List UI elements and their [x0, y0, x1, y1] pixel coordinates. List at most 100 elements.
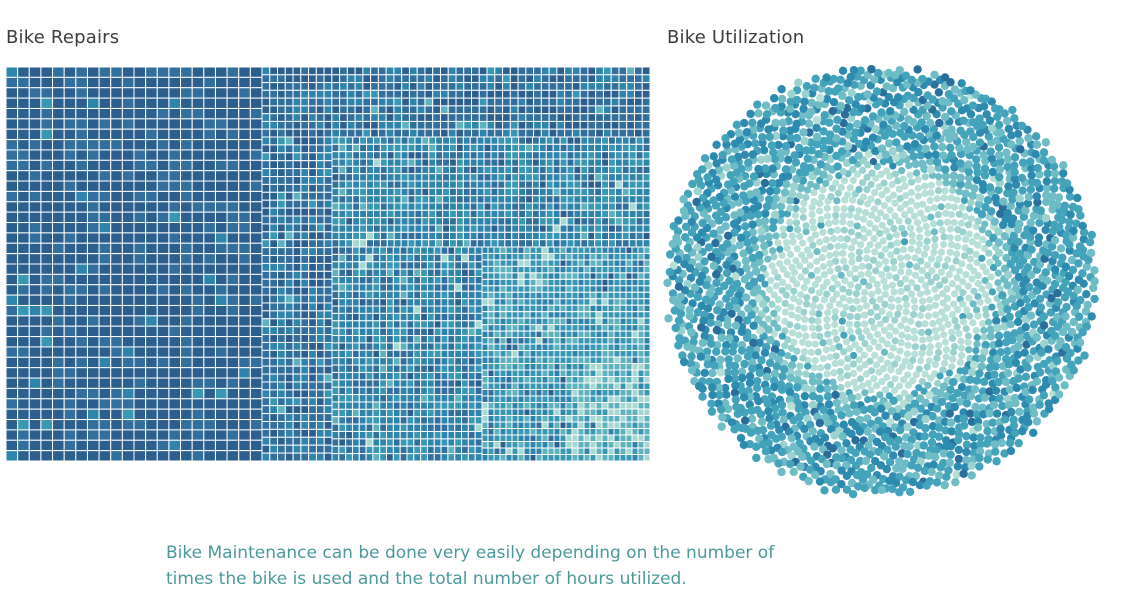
treemap-cell[interactable] [393, 217, 402, 226]
utilization-dot[interactable] [872, 303, 880, 311]
treemap-cell[interactable] [435, 209, 444, 219]
treemap-cell[interactable] [580, 217, 589, 226]
treemap-cell[interactable] [428, 180, 437, 189]
treemap-cell[interactable] [462, 180, 471, 189]
utilization-dot[interactable] [906, 224, 915, 232]
treemap-cell[interactable] [517, 113, 527, 122]
treemap-cell[interactable] [474, 394, 483, 403]
treemap-cell[interactable] [414, 158, 423, 167]
treemap-cell[interactable] [323, 452, 333, 461]
treemap-cell[interactable] [372, 231, 381, 241]
treemap-cell[interactable] [331, 97, 341, 107]
treemap-cell[interactable] [372, 151, 381, 160]
treemap-cell[interactable] [365, 320, 374, 329]
treemap-cell[interactable] [110, 170, 123, 182]
treemap-cell[interactable] [40, 139, 54, 151]
utilization-dot[interactable] [942, 353, 950, 361]
treemap-cell[interactable] [541, 291, 549, 300]
treemap-cell[interactable] [447, 423, 456, 432]
utilization-dot[interactable] [956, 180, 965, 189]
utilization-dot[interactable] [948, 264, 956, 272]
treemap-cell[interactable] [621, 143, 630, 153]
treemap-cell[interactable] [372, 349, 381, 359]
utilization-dot[interactable] [749, 235, 759, 245]
treemap-cell[interactable] [595, 285, 603, 293]
treemap-cell[interactable] [490, 173, 499, 182]
treemap-cell[interactable] [439, 120, 449, 130]
utilization-dot[interactable] [768, 223, 778, 233]
treemap-cell[interactable] [625, 304, 633, 313]
treemap-cell[interactable] [351, 268, 360, 278]
treemap-cell[interactable] [607, 441, 615, 449]
utilization-dot[interactable] [967, 368, 977, 377]
treemap-cell[interactable] [573, 239, 582, 248]
treemap-cell[interactable] [442, 209, 451, 219]
treemap-cell[interactable] [345, 364, 353, 373]
treemap-cell[interactable] [145, 159, 158, 172]
treemap-cell[interactable] [494, 82, 504, 91]
treemap-cell[interactable] [214, 159, 228, 172]
treemap-cell[interactable] [517, 415, 525, 423]
treemap-cell[interactable] [75, 149, 88, 161]
treemap-cell[interactable] [6, 408, 19, 421]
treemap-cell[interactable] [315, 215, 325, 225]
treemap-cell[interactable] [625, 395, 633, 403]
treemap-cell[interactable] [637, 337, 645, 345]
treemap-cell[interactable] [619, 298, 627, 306]
treemap-cell[interactable] [633, 97, 643, 107]
treemap-cell[interactable] [601, 187, 610, 197]
treemap-cell[interactable] [292, 444, 302, 454]
treemap-cell[interactable] [420, 416, 428, 425]
treemap-cell[interactable] [637, 441, 645, 449]
treemap-cell[interactable] [467, 320, 476, 329]
treemap-cell[interactable] [504, 224, 513, 233]
treemap-cell[interactable] [487, 304, 495, 313]
treemap-cell[interactable] [52, 201, 65, 213]
treemap-cell[interactable] [511, 259, 519, 267]
treemap-cell[interactable] [538, 239, 547, 248]
treemap-cell[interactable] [17, 429, 30, 441]
utilization-dot[interactable] [774, 239, 782, 247]
utilization-dot[interactable] [952, 257, 960, 265]
treemap-cell[interactable] [308, 152, 317, 162]
utilization-dot[interactable] [911, 350, 919, 358]
utilization-dot[interactable] [898, 331, 906, 339]
treemap-cell[interactable] [547, 395, 555, 403]
treemap-cell[interactable] [249, 222, 263, 234]
treemap-cell[interactable] [392, 327, 401, 337]
treemap-cell[interactable] [454, 408, 463, 418]
utilization-dot[interactable] [925, 303, 933, 312]
treemap-cell[interactable] [379, 246, 388, 255]
treemap-cell[interactable] [145, 263, 158, 275]
utilization-dot[interactable] [831, 257, 840, 265]
treemap-cell[interactable] [447, 445, 456, 455]
treemap-cell[interactable] [553, 376, 561, 384]
treemap-cell[interactable] [428, 209, 437, 219]
treemap-cell[interactable] [351, 364, 360, 373]
treemap-cell[interactable] [474, 401, 483, 410]
utilization-dot[interactable] [906, 362, 914, 371]
treemap-cell[interactable] [447, 253, 456, 263]
treemap-cell[interactable] [98, 67, 112, 78]
treemap-cell[interactable] [370, 120, 379, 130]
treemap-cell[interactable] [238, 284, 251, 296]
treemap-cell[interactable] [413, 276, 422, 285]
treemap-cell[interactable] [284, 444, 294, 454]
treemap-cell[interactable] [619, 421, 627, 429]
treemap-cell[interactable] [518, 151, 527, 160]
utilization-dot[interactable] [808, 203, 816, 211]
treemap-cell[interactable] [352, 151, 361, 160]
treemap-cell[interactable] [331, 401, 340, 410]
utilization-dot[interactable] [863, 246, 871, 254]
treemap-cell[interactable] [439, 105, 449, 115]
utilization-dot[interactable] [901, 191, 910, 200]
utilization-dot[interactable] [840, 395, 849, 405]
utilization-dot[interactable] [943, 304, 951, 312]
utilization-dot[interactable] [847, 393, 856, 403]
treemap-cell[interactable] [168, 201, 182, 213]
utilization-dot[interactable] [819, 262, 828, 271]
treemap-cell[interactable] [461, 379, 469, 388]
treemap-cell[interactable] [269, 152, 279, 162]
treemap-cell[interactable] [523, 389, 531, 397]
treemap-cell[interactable] [156, 263, 170, 275]
